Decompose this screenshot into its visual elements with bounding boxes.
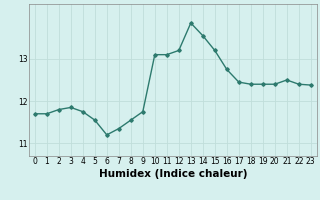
X-axis label: Humidex (Indice chaleur): Humidex (Indice chaleur)	[99, 169, 247, 179]
